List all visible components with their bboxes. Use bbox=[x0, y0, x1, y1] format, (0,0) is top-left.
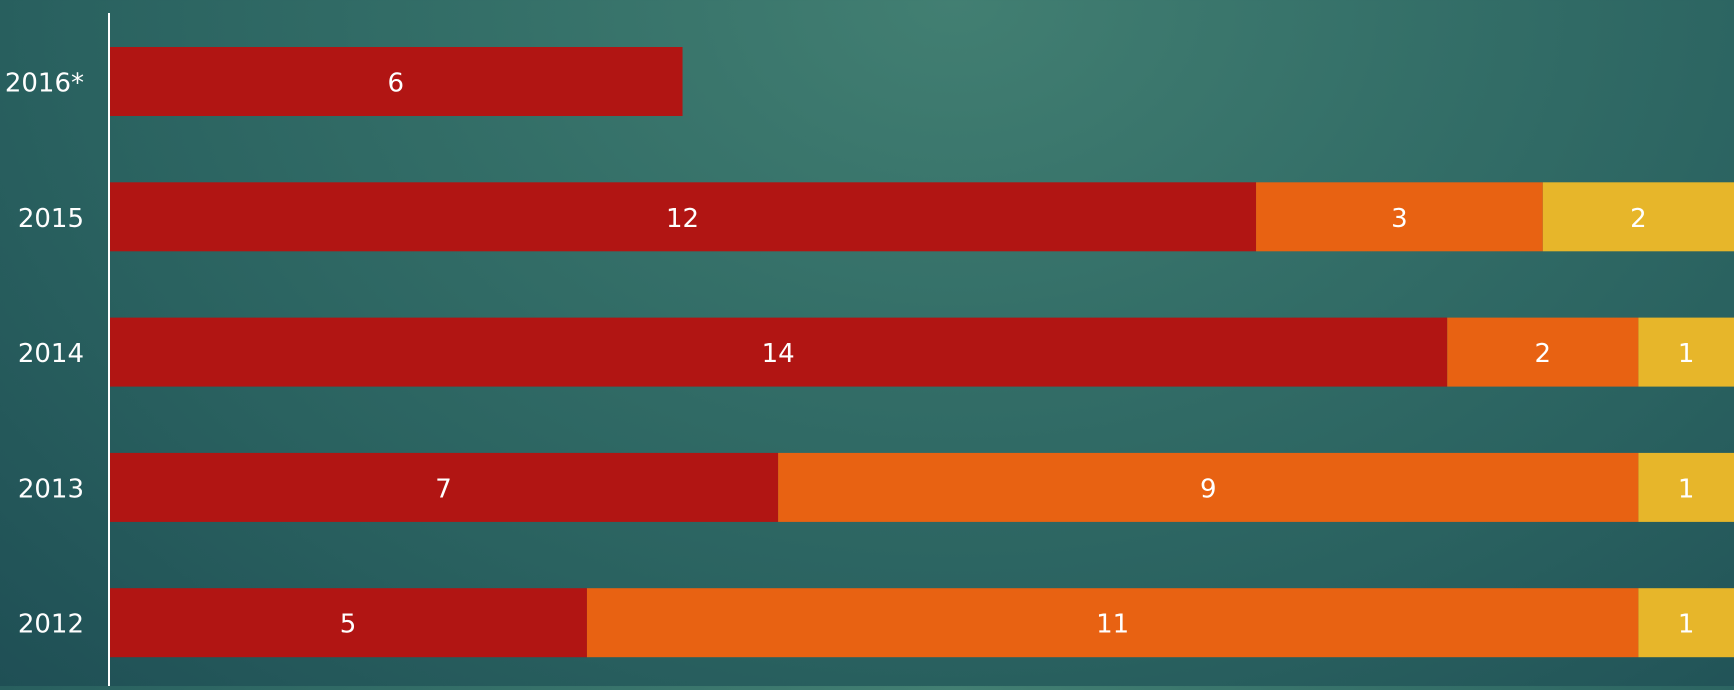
category-label-0: 2016* bbox=[5, 69, 84, 99]
category-label-3: 2013 bbox=[18, 474, 84, 504]
data-label-3-2: 1 bbox=[1678, 474, 1695, 504]
category-label-2: 2014 bbox=[18, 339, 84, 369]
data-label-4-1: 11 bbox=[1096, 610, 1129, 640]
category-label-4: 2012 bbox=[18, 610, 84, 640]
data-label-0-0: 6 bbox=[387, 69, 404, 99]
data-label-2-2: 1 bbox=[1678, 339, 1695, 369]
data-label-4-2: 1 bbox=[1678, 610, 1695, 640]
data-label-1-0: 12 bbox=[666, 204, 699, 234]
data-label-1-2: 2 bbox=[1630, 204, 1647, 234]
data-label-3-1: 9 bbox=[1200, 474, 1217, 504]
data-label-4-0: 5 bbox=[340, 610, 357, 640]
data-label-1-1: 3 bbox=[1391, 204, 1408, 234]
data-label-3-0: 7 bbox=[435, 474, 452, 504]
category-label-1: 2015 bbox=[18, 204, 84, 234]
data-label-2-0: 14 bbox=[762, 339, 795, 369]
data-label-2-1: 2 bbox=[1535, 339, 1552, 369]
